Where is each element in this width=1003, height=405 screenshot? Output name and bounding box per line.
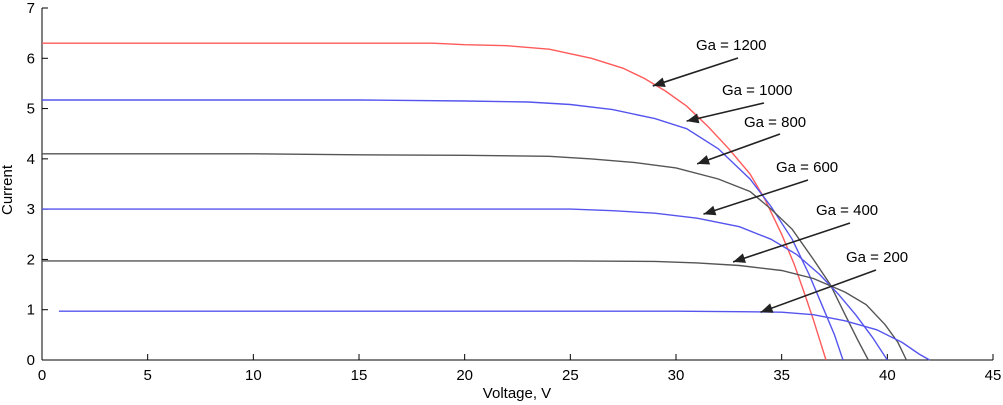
annotation-label: Ga = 600 xyxy=(776,159,838,176)
annotation-label: Ga = 800 xyxy=(744,114,806,131)
annotation-arrow-shaft xyxy=(696,133,781,165)
annotation-arrow-shaft xyxy=(732,222,851,263)
x-tick-label: 45 xyxy=(985,367,1002,384)
x-tick-label: 10 xyxy=(245,367,262,384)
annotation-arrow-head xyxy=(760,303,774,313)
annotation-arrow-head xyxy=(697,155,711,165)
annotation-arrow-shaft xyxy=(703,179,809,215)
y-tick-label: 7 xyxy=(27,0,35,17)
x-tick-label: 15 xyxy=(351,367,368,384)
x-tick-label: 0 xyxy=(38,367,46,384)
series-line-0 xyxy=(42,42,827,361)
axes xyxy=(41,8,993,361)
y-tick-label: 2 xyxy=(27,251,35,268)
y-tick-label: 6 xyxy=(27,50,35,67)
x-ticks: 0 5 10 15 20 25 30 35 40 45 xyxy=(38,354,1002,384)
annotation-arrow-shaft xyxy=(652,57,739,87)
x-axis-title: Voltage, V xyxy=(483,385,551,402)
annotation-arrow-shaft xyxy=(760,269,877,313)
x-tick-label: 25 xyxy=(562,367,579,384)
series-line-2 xyxy=(42,153,869,361)
x-tick-label: 40 xyxy=(879,367,896,384)
annotation-arrow-head xyxy=(703,205,717,216)
annotation-arrow-head xyxy=(733,253,746,263)
y-tick-label: 0 xyxy=(27,352,35,369)
series-line-5 xyxy=(58,310,930,361)
annotation-arrow-shaft xyxy=(686,102,765,122)
x-tick-label: 20 xyxy=(456,367,473,384)
y-tick-label: 4 xyxy=(27,151,35,168)
series-line-4 xyxy=(42,260,908,361)
x-tick-label: 5 xyxy=(143,367,151,384)
x-tick-label: 35 xyxy=(773,367,790,384)
annotation-label: Ga = 1200 xyxy=(696,37,766,54)
series-lines xyxy=(42,42,930,361)
y-ticks: 0 1 2 3 4 5 6 7 xyxy=(27,0,48,369)
y-tick-label: 5 xyxy=(27,101,35,118)
x-tick-label: 30 xyxy=(668,367,685,384)
annotation-label: Ga = 200 xyxy=(846,249,908,266)
annotations: Ga = 1200 Ga = 1000 Ga = 800 Ga = 600 Ga = 4… xyxy=(652,37,908,313)
y-tick-label: 1 xyxy=(27,302,35,319)
annotation-label: Ga = 1000 xyxy=(722,82,792,99)
annotation-arrow-head xyxy=(686,113,700,124)
annotation-label: Ga = 400 xyxy=(816,202,878,219)
y-tick-label: 3 xyxy=(27,201,35,218)
series-line-1 xyxy=(42,99,844,361)
annotation-arrow-head xyxy=(652,77,666,87)
y-axis-title: Current xyxy=(0,164,16,215)
series-line-3 xyxy=(42,208,888,361)
